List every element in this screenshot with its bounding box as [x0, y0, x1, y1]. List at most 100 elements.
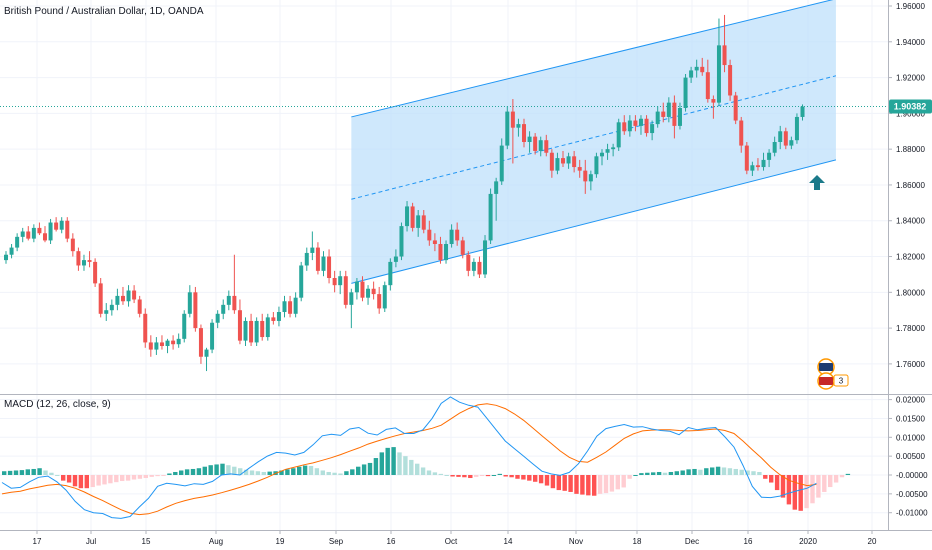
event-count-badge[interactable]: [833, 374, 849, 387]
histogram-bar: [338, 473, 343, 475]
histogram-bar: [474, 475, 479, 477]
candle-body: [120, 295, 125, 302]
histogram-bar: [196, 468, 202, 475]
candle-body: [349, 292, 354, 305]
histogram-bar: [114, 475, 119, 483]
macd-tick-label: 0.02000: [896, 396, 925, 405]
candle-body: [716, 45, 721, 103]
histogram-bar: [686, 469, 691, 475]
histogram-bar: [403, 456, 408, 475]
price-tick-label: 1.96000: [896, 2, 925, 11]
candle-body: [599, 152, 604, 157]
histogram-bar: [320, 470, 325, 475]
candle-body: [661, 111, 666, 117]
histogram-bar: [804, 475, 809, 509]
histogram-bar: [314, 468, 320, 475]
candle-body: [70, 238, 75, 252]
macd-tick-label: -0.00000: [896, 471, 928, 480]
histogram-bar: [656, 471, 662, 475]
histogram-bar: [645, 472, 650, 475]
histogram-bar: [255, 471, 261, 475]
candle-body: [455, 229, 460, 241]
histogram-bar: [37, 468, 42, 475]
candle-body: [689, 70, 694, 78]
histogram-bar: [302, 465, 308, 475]
candle-body: [778, 131, 783, 143]
histogram-bar: [533, 475, 538, 482]
candle-body: [65, 220, 70, 239]
time-tick-label: Aug: [209, 537, 223, 546]
histogram-bar: [774, 475, 780, 491]
histogram-bar: [267, 471, 272, 475]
histogram-bar: [845, 473, 851, 475]
histogram-bar: [137, 475, 143, 479]
histogram-bar: [562, 475, 567, 491]
time-tick-label: Nov: [569, 537, 583, 546]
candle-body: [31, 227, 36, 239]
candle-body: [739, 120, 744, 146]
macd-label: MACD (12, 26, close, 9): [4, 399, 111, 410]
candle-body: [171, 340, 176, 345]
price-axis[interactable]: 1.76000 1.78000 1.80000 1.82000 1.84000 1.860…: [888, 2, 925, 369]
histogram-bar: [698, 469, 703, 475]
time-axis[interactable]: 17 Jul 15 Aug 19 Sep 16 Oct 14 Nov 18 Dec 16 2020 20: [33, 530, 877, 546]
histogram-bar: [833, 475, 839, 483]
flag-icon: [819, 377, 833, 385]
candle-body: [700, 66, 705, 73]
candle-body: [483, 240, 488, 275]
candle-body: [677, 108, 682, 126]
candle-body: [705, 72, 710, 100]
histogram-bar: [491, 475, 497, 476]
histogram-bar: [125, 475, 131, 481]
candle-body: [416, 215, 421, 228]
candle-body: [488, 193, 493, 241]
histogram-bar: [550, 475, 556, 489]
histogram-bar: [757, 471, 762, 475]
histogram-bar: [108, 475, 113, 484]
price-badge-bg: [889, 99, 932, 114]
histogram-bar: [391, 447, 396, 475]
event-markers[interactable]: 3: [817, 358, 849, 390]
histogram-bar: [332, 472, 337, 475]
candle-body: [48, 222, 53, 241]
histogram-bar: [279, 470, 284, 475]
histogram-bar: [521, 475, 526, 480]
price-tick-label: 1.92000: [896, 74, 925, 83]
price-tick-label: 1.88000: [896, 145, 925, 154]
candle-body: [449, 229, 454, 245]
macd-line: [1, 396, 817, 519]
macd-axis[interactable]: 0.02000 0.01500 0.01000 0.00500 -0.00000 -0.0…: [888, 396, 928, 518]
candle-body: [722, 45, 727, 66]
candle-body: [76, 251, 81, 266]
price-tick-label: 1.82000: [896, 253, 925, 262]
histogram-bar: [651, 472, 656, 475]
histogram-bar: [66, 475, 72, 483]
candle-body: [594, 156, 599, 175]
histogram-bar: [479, 475, 485, 476]
up-arrow-icon[interactable]: [809, 175, 825, 190]
candle-body: [254, 320, 259, 343]
histogram-bar: [438, 473, 443, 475]
histogram-bar: [55, 475, 60, 476]
candle-body: [633, 120, 638, 126]
candle-body: [299, 265, 304, 298]
histogram-bar: [308, 465, 314, 475]
candle-body: [616, 122, 621, 148]
candle-body: [20, 231, 25, 237]
candle-body: [87, 260, 92, 262]
candle-body: [327, 256, 332, 279]
histogram-bar: [503, 475, 508, 477]
histogram-bar: [208, 465, 213, 475]
candle-body: [783, 131, 788, 146]
candle-body: [382, 285, 387, 309]
current-price-badge: 1.90382: [889, 99, 932, 114]
candle-body: [499, 145, 504, 182]
histogram-bar: [497, 473, 502, 475]
macd-tick-label: -0.00500: [896, 490, 928, 499]
candle-body: [750, 165, 755, 171]
histogram-bar: [580, 475, 585, 495]
candle-body: [366, 288, 371, 298]
histogram-bar: [615, 475, 620, 490]
candle-body: [210, 322, 215, 350]
